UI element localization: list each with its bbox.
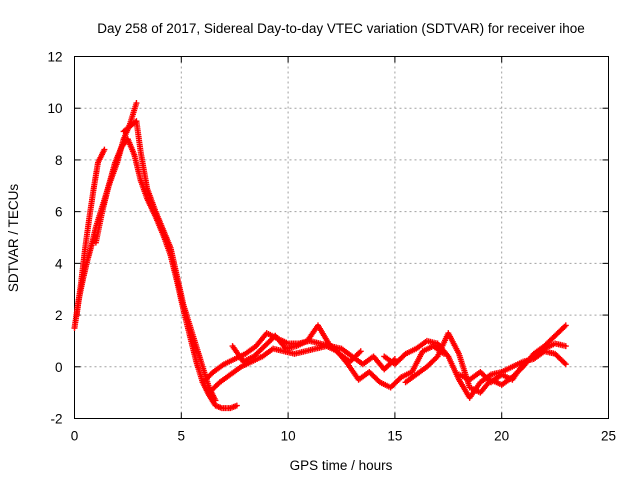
plus-marker <box>562 361 569 368</box>
y-tick-label: 4 <box>55 256 63 271</box>
x-tick-label: 5 <box>178 429 186 444</box>
y-tick-label: 2 <box>55 308 63 323</box>
x-tick-label: 15 <box>387 429 402 444</box>
chart-title: Day 258 of 2017, Sidereal Day-to-day VTE… <box>97 21 584 36</box>
x-axis-label: GPS time / hours <box>290 458 393 473</box>
satellite-track-10 <box>455 340 569 386</box>
plus-marker <box>133 100 140 107</box>
satellite-track-7 <box>229 322 364 365</box>
x-tick-label: 25 <box>601 429 616 444</box>
x-tick-label: 0 <box>71 429 79 444</box>
plus-marker <box>101 146 108 153</box>
y-tick-label: 10 <box>47 101 62 116</box>
satellite-track-9 <box>402 322 569 396</box>
y-tick-label: 12 <box>47 50 62 65</box>
plus-marker <box>562 322 569 329</box>
mark-layer <box>71 100 569 412</box>
y-tick-label: 6 <box>55 205 63 220</box>
y-tick-label: 0 <box>55 360 63 375</box>
plus-marker <box>357 348 364 355</box>
x-tick-label: 20 <box>494 429 509 444</box>
y-axis-label: SDTVAR / TECUs <box>6 184 21 293</box>
plus-marker <box>562 343 569 350</box>
plus-marker <box>212 397 219 404</box>
x-tick-label: 10 <box>281 429 296 444</box>
y-tick-label: -2 <box>50 412 62 427</box>
plot-frame <box>74 56 609 419</box>
tick-layer: 0 5 10 15 20 25 -2 0 2 4 6 8 10 12 <box>47 50 616 444</box>
plus-marker <box>233 402 240 409</box>
y-tick-label: 8 <box>55 153 63 168</box>
satellite-track-2 <box>73 146 108 319</box>
